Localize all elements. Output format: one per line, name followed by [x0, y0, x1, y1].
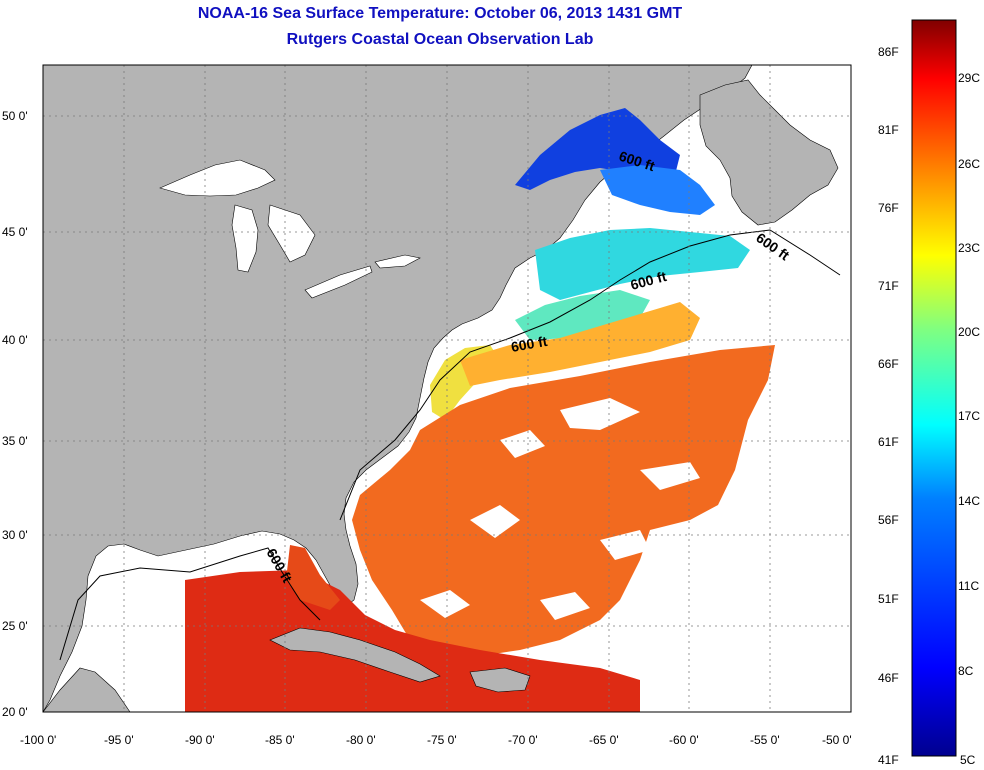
- colorbar-c-label: 20C: [958, 325, 980, 339]
- colorbar-c-label: 23C: [958, 241, 980, 255]
- land-hispaniola: [469, 667, 531, 693]
- lon-tick-label: -60 0': [669, 733, 699, 747]
- cloud-gaps: [420, 398, 700, 620]
- colorbar-f-label: 81F: [878, 123, 899, 137]
- colorbar-f-label: 76F: [878, 201, 899, 215]
- lon-tick-label: -90 0': [185, 733, 215, 747]
- chart-title: NOAA-16 Sea Surface Temperature: October…: [197, 5, 683, 22]
- lat-tick-label: 20 0': [2, 705, 28, 719]
- colorbar-c-label: 5C: [960, 753, 976, 767]
- contour-600ft: [59, 229, 841, 661]
- land-cuba: [269, 627, 441, 683]
- map-frame: [42, 64, 852, 713]
- lat-tick-label: 50 0': [2, 109, 28, 123]
- lon-tick-label: -50 0': [822, 733, 852, 747]
- colorbar-c-label: 11C: [958, 579, 979, 593]
- land-north-america: [43, 65, 753, 712]
- lon-tick-label: -70 0': [508, 733, 538, 747]
- gridlines: [43, 65, 851, 712]
- lon-tick-label: -80 0': [346, 733, 376, 747]
- lake-ontario: [374, 254, 421, 269]
- lake-michigan: [231, 204, 259, 273]
- colorbar-ramp: [911, 19, 957, 757]
- lon-axis: -100 0' -95 0' -90 0' -85 0' -80 0' -75 …: [20, 733, 852, 747]
- land-yucatan: [43, 667, 131, 712]
- colorbar-f-label: 66F: [878, 357, 899, 371]
- colorbar-f-label: 51F: [878, 592, 899, 606]
- lon-tick-label: -75 0': [427, 733, 457, 747]
- lat-tick-label: 35 0': [2, 434, 28, 448]
- sst-florida-gulf-edge: [286, 545, 340, 610]
- colorbar-f-label: 71F: [878, 279, 899, 293]
- colorbar-c-label: 17C: [958, 409, 980, 423]
- lon-tick-label: -65 0': [589, 733, 619, 747]
- lat-tick-label: 40 0': [2, 333, 28, 347]
- colorbar-f-label: 86F: [878, 45, 899, 59]
- colorbar-c-label: 26C: [958, 157, 980, 171]
- lon-tick-label: -55 0': [750, 733, 780, 747]
- colorbar-c-label: 14C: [958, 494, 980, 508]
- lon-tick-label: -95 0': [104, 733, 134, 747]
- lat-tick-label: 45 0': [2, 225, 28, 239]
- lake-huron: [267, 204, 316, 263]
- lake-erie: [304, 265, 373, 299]
- chart-subtitle: Rutgers Coastal Ocean Observation Lab: [286, 31, 594, 48]
- colorbar: 86F 81F 76F 71F 66F 61F 56F 51F 46F 41F …: [878, 19, 980, 767]
- colorbar-f-label: 61F: [878, 435, 899, 449]
- sst-gulf-of-maine: [515, 290, 650, 340]
- colorbar-f-label: 41F: [878, 753, 899, 767]
- lat-tick-label: 30 0': [2, 528, 28, 542]
- sst-scotian-shelf: [535, 228, 750, 300]
- contour-label: 600 ft: [510, 333, 549, 355]
- lat-axis: 20 0' 25 0' 30 0' 35 0' 40 0' 45 0' 50 0…: [2, 109, 28, 719]
- colorbar-f-label: 46F: [878, 671, 899, 685]
- lat-tick-label: 25 0': [2, 619, 28, 633]
- sst-gulf-stream: [352, 345, 775, 660]
- colorbar-f-label: 56F: [878, 513, 899, 527]
- lake-superior: [159, 159, 276, 197]
- sst-slope-sea: [460, 302, 700, 386]
- colorbar-c-label: 8C: [958, 664, 974, 678]
- lon-tick-label: -100 0': [20, 733, 56, 747]
- lon-tick-label: -85 0': [265, 733, 295, 747]
- colorbar-c-label: 29C: [958, 71, 980, 85]
- sst-gulf-st-lawrence-east: [600, 165, 715, 215]
